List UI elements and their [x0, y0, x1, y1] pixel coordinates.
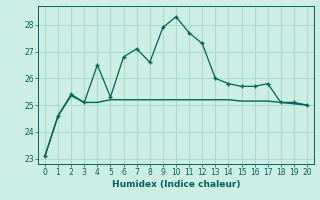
X-axis label: Humidex (Indice chaleur): Humidex (Indice chaleur): [112, 180, 240, 189]
